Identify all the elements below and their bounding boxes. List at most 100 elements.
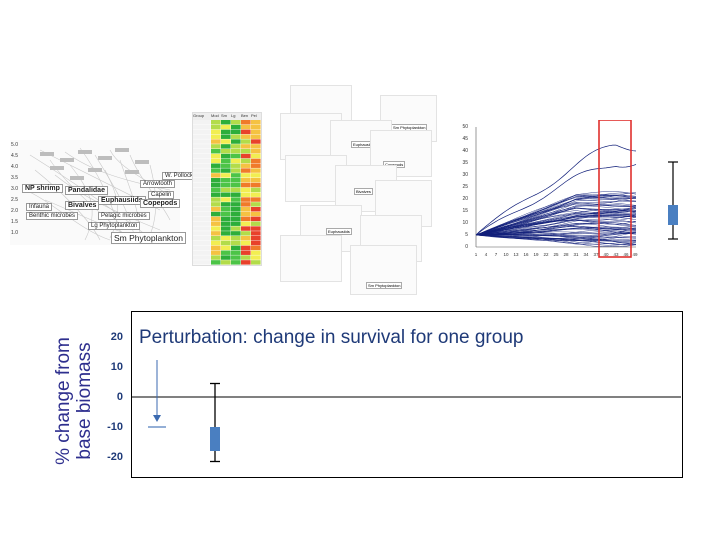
heatmap-cell <box>193 255 211 260</box>
heatmap-cell <box>221 216 231 222</box>
heatmap-cell <box>231 158 241 164</box>
heatmap-cell <box>241 120 251 125</box>
trajectory-line <box>475 191 637 236</box>
heatmap-cell <box>211 187 221 193</box>
perturbation-ytick: 0 <box>116 391 123 403</box>
heatmap-cell <box>211 211 221 217</box>
food-web-ytick: 4.0 <box>11 164 18 170</box>
heatmap-cell <box>221 153 231 159</box>
heatmap-cell <box>251 245 261 251</box>
heatmap-cell <box>193 129 211 135</box>
food-web-node: Lg Phytoplankton <box>88 222 141 230</box>
heatmap-cell <box>251 260 261 265</box>
food-web-node: Pandalidae <box>65 186 108 195</box>
heatmap-cell <box>193 250 211 255</box>
heatmap-cell <box>251 178 261 183</box>
food-web-node: Euphausiids <box>98 196 146 205</box>
heatmap-cell <box>251 139 261 144</box>
heatmap-cell <box>231 231 241 236</box>
heatmap-cell <box>231 255 241 260</box>
heatmap-cell <box>211 139 221 144</box>
heatmap-cell <box>193 144 211 149</box>
trajectory-line <box>476 233 637 240</box>
heatmap-cell <box>221 182 231 188</box>
food-web-node: Capelin <box>148 191 175 199</box>
heatmap-cell <box>193 124 211 130</box>
heatmap-cell <box>221 211 231 217</box>
heatmap-cell <box>193 120 211 125</box>
heatmap-cell <box>221 207 231 212</box>
food-web-node: Sm Phytoplankton <box>111 232 186 244</box>
heatmap-cell <box>231 245 241 251</box>
food-web-node: NP shrimp <box>22 184 63 193</box>
heatmap-cell <box>251 144 261 149</box>
heatmap-cell <box>251 231 261 236</box>
heatmap-cell <box>221 250 231 255</box>
heatmap-cell <box>251 240 261 246</box>
heatmap-cell <box>221 173 231 178</box>
heatmap-cell <box>221 192 231 197</box>
heatmap-cell <box>211 120 221 125</box>
trajectory-xtick: 22 <box>543 252 549 257</box>
heatmap-cell <box>241 207 251 212</box>
heatmap-cell <box>211 245 221 251</box>
heatmap-cell <box>221 187 231 193</box>
heatmap-cell <box>231 192 241 197</box>
perturbation-frame <box>131 311 683 478</box>
heatmap-cell <box>251 187 261 193</box>
mini-food-web-label: Euphausiids <box>326 228 352 235</box>
heatmap-cell <box>241 149 251 154</box>
trajectory-ytick: 30 <box>462 172 468 178</box>
heatmap-header-cell: Lg <box>231 113 236 118</box>
small-multiples: Sm Phytoplankton Euphausiids Copepods Bi… <box>280 85 437 295</box>
heatmap-cell <box>251 168 261 173</box>
heatmap-cell <box>231 144 241 149</box>
heatmap-cell <box>221 202 231 207</box>
heatmap-cell <box>241 226 251 231</box>
trajectory-line <box>475 144 637 236</box>
heatmap-cell <box>221 255 231 260</box>
perturbation-ylabel-line: % change from <box>53 337 74 465</box>
heatmap-cell <box>231 149 241 154</box>
heatmap-cell <box>241 202 251 207</box>
trajectory-line <box>475 223 637 236</box>
heatmap-cell <box>211 216 221 222</box>
heatmap-cell <box>193 187 211 193</box>
heatmap-cell <box>251 182 261 188</box>
heatmap-cell <box>211 260 221 265</box>
heatmap-cell <box>221 149 231 154</box>
heatmap-cell <box>221 163 231 168</box>
heatmap-cell <box>241 255 251 260</box>
food-web-ytick: 3.5 <box>11 175 18 181</box>
heatmap-cell <box>251 255 261 260</box>
heatmap-cell <box>241 250 251 255</box>
trajectory-line <box>475 217 637 236</box>
heatmap-cell <box>251 129 261 135</box>
trajectory-line <box>475 202 637 236</box>
heatmap-cell <box>221 144 231 149</box>
heatmap-cell <box>221 158 231 164</box>
heatmap-cell <box>221 231 231 236</box>
heatmap-cell <box>221 129 231 135</box>
heatmap-cell <box>251 153 261 159</box>
heatmap-cell <box>241 158 251 164</box>
heatmap-cell <box>251 207 261 212</box>
food-web-node: Pelagic microbes <box>98 212 150 220</box>
heatmap-cell <box>211 197 221 202</box>
heatmap-cell <box>221 139 231 144</box>
trajectory-line <box>475 194 637 236</box>
trajectory-line <box>475 234 636 244</box>
heatmap-cell <box>211 129 221 135</box>
heatmap-header-cell: Pel <box>251 113 257 118</box>
trajectory-ytick: 50 <box>462 124 468 130</box>
heatmap-cell <box>241 216 251 222</box>
heatmap-cell <box>193 211 211 217</box>
heatmap-cell <box>241 153 251 159</box>
heatmap-cell <box>211 134 221 139</box>
heatmap-cell <box>193 149 211 154</box>
heatmap-cell <box>193 192 211 197</box>
trajectory-line <box>475 206 637 236</box>
trajectory-ytick: 40 <box>462 148 468 154</box>
food-web-ytick: 2.5 <box>11 197 18 203</box>
heatmap-cell <box>211 231 221 236</box>
